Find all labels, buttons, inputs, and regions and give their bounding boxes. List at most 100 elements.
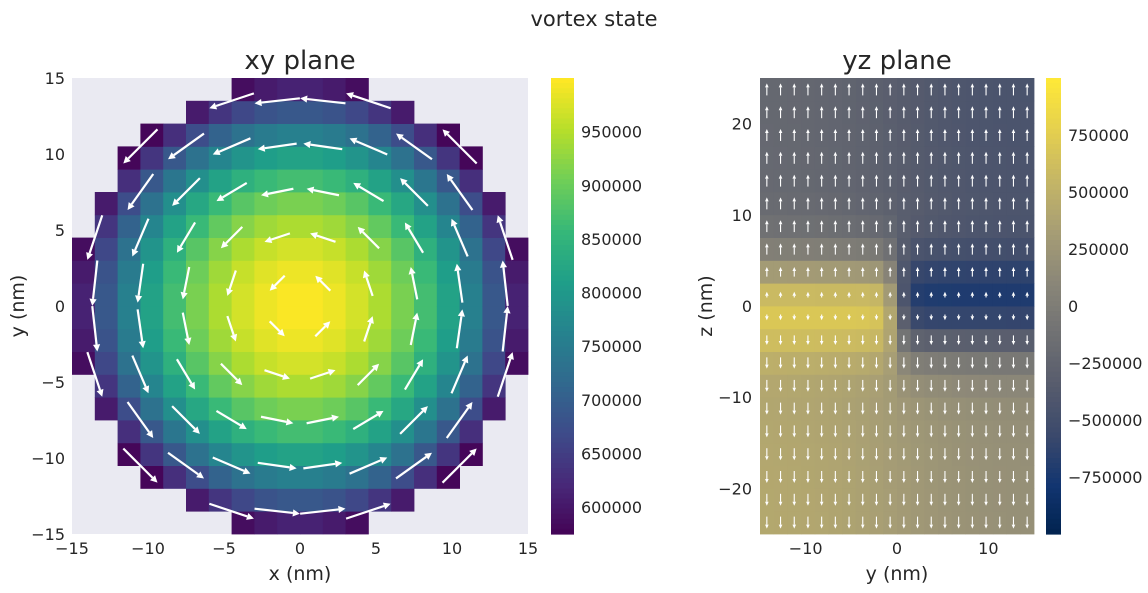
yz-vector-arrow: [1011, 314, 1016, 321]
yz-vector-arrow: [1025, 379, 1029, 392]
yz-vector-arrow: [984, 174, 988, 187]
xy-cell: [345, 237, 369, 261]
yz-vector-arrow: [956, 220, 961, 233]
yz-vector-arrow: [860, 291, 865, 298]
yz-vector-arrow: [997, 174, 1002, 187]
yz-vector-arrow: [833, 314, 838, 321]
xy-colorbar-segment: [551, 341, 574, 348]
xy-cell: [254, 237, 278, 261]
yz-vector-arrow: [902, 291, 906, 298]
yz-colorbar-tick: −250000: [1068, 354, 1142, 373]
xy-cell: [117, 420, 141, 444]
yz-vector-arrow: [847, 197, 851, 210]
yz-vector-arrow: [888, 83, 892, 96]
xy-cell: [482, 192, 506, 216]
xy-vector-arrow: [300, 505, 346, 515]
yz-vector-arrow: [833, 516, 838, 529]
xy-cell: [345, 465, 369, 489]
xy-cell: [186, 442, 210, 466]
yz-vector-arrow: [888, 516, 892, 529]
xy-vector-arrow: [396, 133, 433, 161]
xy-x-axis-label: x (nm): [269, 563, 332, 585]
xy-cell: [322, 100, 346, 124]
yz-colorbar-segment: [1046, 412, 1061, 419]
xy-cell: [459, 169, 483, 193]
xy-vector-arrow: [300, 95, 346, 105]
yz-colorbar-segment: [1046, 148, 1061, 155]
yz-vector-arrow: [902, 516, 906, 529]
yz-vector-arrow: [792, 266, 797, 277]
xy-cell: [163, 123, 187, 147]
yz-vector-arrow: [902, 314, 906, 321]
xy-vector-arrow: [441, 448, 477, 484]
yz-vector-arrow: [792, 493, 797, 506]
yz-vector-arrow: [806, 448, 810, 461]
xy-cell: [345, 306, 369, 330]
xy-colorbar-segment: [551, 397, 574, 403]
xy-cell: [277, 100, 301, 124]
yz-vector-arrow: [888, 335, 892, 346]
yz-vector-arrow: [778, 471, 783, 483]
yz-vector-arrow: [929, 425, 934, 438]
yz-vector-arrow: [915, 129, 920, 141]
yz-colorbar-segment: [1046, 245, 1061, 251]
yz-colorbar-segment: [1046, 316, 1061, 322]
yz-vector-arrow: [874, 197, 879, 210]
xy-cell: [72, 328, 96, 352]
xy-colorbar-segment: [551, 199, 574, 206]
yz-vector-arrow: [943, 151, 947, 164]
xy-cell: [208, 306, 232, 330]
xy-cell: [345, 260, 369, 284]
yz-colorbar-segment: [1046, 458, 1061, 464]
yz-vector-arrow: [1011, 243, 1016, 255]
xy-vector-arrow: [454, 263, 464, 303]
xy-cell: [391, 465, 415, 489]
xy-vector-arrow: [315, 275, 332, 292]
yz-colorbar-segment: [1046, 209, 1061, 216]
xy-vector-arrow: [257, 461, 297, 471]
xy-cell: [459, 328, 483, 352]
yz-vector-arrow: [847, 516, 851, 529]
yz-vector-arrow: [970, 220, 975, 233]
xy-cell: [163, 214, 187, 238]
yz-vector-arrow: [847, 106, 851, 119]
xy-vector-arrow: [181, 312, 192, 345]
yz-colorbar-segment: [1046, 351, 1061, 358]
yz-vector-arrow: [1011, 220, 1016, 233]
xy-colorbar-segment: [551, 498, 574, 505]
xy-cell: [140, 214, 164, 238]
yz-vector-arrow: [819, 197, 824, 210]
xy-cell: [391, 397, 415, 421]
xy-vector-arrow: [131, 218, 150, 257]
yz-vector-arrow: [956, 493, 961, 506]
yz-vector-arrow: [778, 266, 783, 277]
xy-vector-arrow: [404, 222, 425, 254]
yz-colorbar-segment: [1046, 285, 1061, 292]
xy-cell: [482, 351, 506, 375]
yz-colorbar-segment: [1046, 113, 1061, 120]
yz-vector-arrow: [860, 379, 865, 392]
yz-vector-arrow: [902, 448, 906, 461]
yz-vector-arrow: [833, 266, 838, 277]
xy-vector-arrow: [496, 352, 514, 398]
yz-vector-arrow: [915, 83, 920, 96]
yz-vector-arrow: [902, 174, 906, 187]
xy-cell: [345, 351, 369, 375]
yz-colorbar-segment: [1046, 83, 1061, 89]
xy-cell: [300, 237, 324, 261]
yz-vector-arrow: [915, 448, 920, 461]
xy-cell: [231, 420, 255, 444]
xy-cell: [345, 146, 369, 170]
xy-cell: [391, 260, 415, 284]
yz-vector-arrow: [997, 197, 1002, 210]
xy-colorbar-segment: [551, 174, 574, 180]
xy-colorbar-segment: [551, 493, 574, 500]
yz-vector-arrow: [1025, 402, 1029, 415]
yz-vector-arrow: [943, 220, 947, 233]
xy-y-tick: 10: [45, 145, 65, 164]
xy-cell: [72, 260, 96, 284]
xy-colorbar-segment: [551, 371, 574, 378]
xy-vector-arrow: [168, 132, 205, 160]
yz-vector-arrow: [915, 493, 920, 506]
yz-vector-arrow: [819, 129, 824, 141]
